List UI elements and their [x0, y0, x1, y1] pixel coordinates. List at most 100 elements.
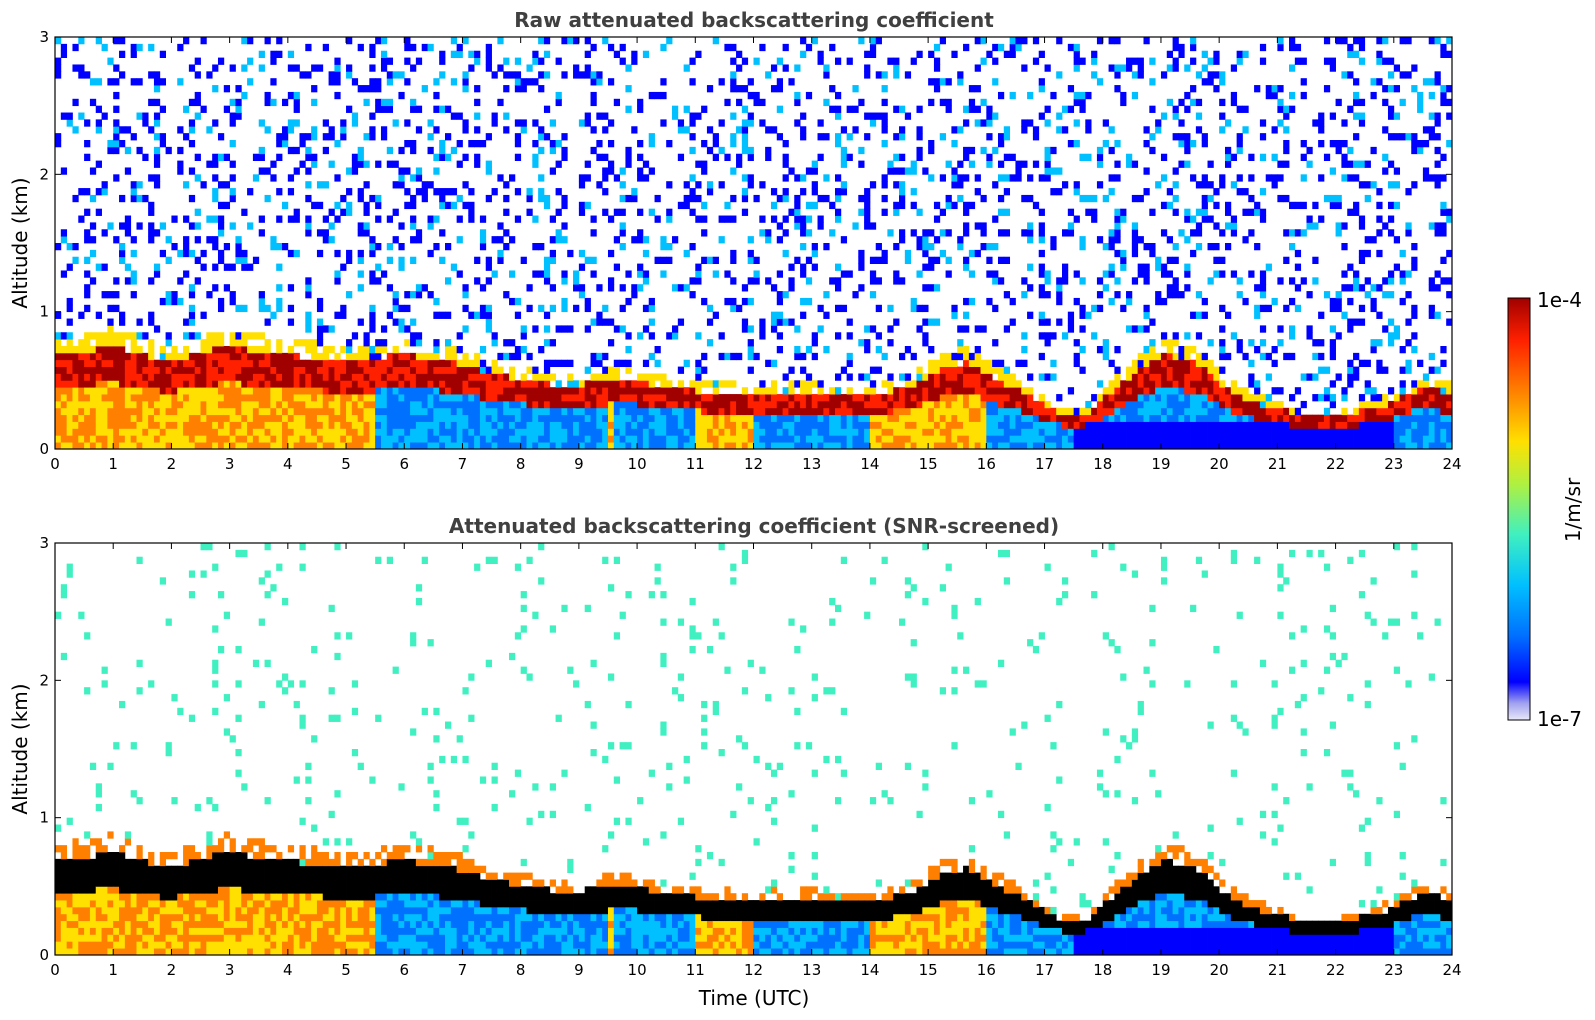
heatmap-cell: [800, 174, 807, 182]
heatmap-cell: [485, 373, 492, 381]
heatmap-cell: [148, 373, 155, 381]
heatmap-cell: [904, 167, 912, 175]
heatmap-cell: [794, 435, 801, 443]
heatmap-cell: [730, 428, 737, 436]
heatmap-cell: [637, 414, 644, 422]
heatmap-cell: [340, 373, 347, 381]
heatmap-cell: [136, 332, 143, 340]
heatmap-cell: [561, 442, 568, 449]
heatmap-cell: [904, 442, 912, 449]
heatmap-cell: [933, 380, 941, 388]
heatmap-cell: [241, 208, 248, 216]
heatmap-cell: [829, 442, 836, 449]
heatmap-cell: [311, 201, 318, 210]
heatmap-cell: [229, 421, 236, 429]
heatmap-cell: [398, 421, 405, 429]
heatmap-cell: [491, 400, 498, 409]
heatmap-cell: [875, 256, 882, 264]
heatmap-cell: [1230, 215, 1238, 223]
heatmap-cell: [1155, 119, 1162, 127]
heatmap-cell: [1201, 442, 1208, 449]
heatmap-cell: [1248, 421, 1255, 429]
heatmap-cell: [963, 311, 970, 319]
heatmap-cell: [1224, 387, 1232, 395]
heatmap-cell: [928, 414, 935, 422]
heatmap-cell: [695, 435, 702, 443]
heatmap-cell: [113, 352, 120, 361]
heatmap-cell: [543, 133, 551, 141]
heatmap-cell: [1318, 442, 1325, 449]
heatmap-cell: [730, 194, 737, 203]
heatmap-cell: [229, 380, 236, 388]
heatmap-cell: [241, 332, 248, 340]
heatmap-cell: [1294, 428, 1302, 436]
heatmap-cell: [1085, 119, 1092, 127]
heatmap-cell: [328, 380, 335, 388]
heatmap-cell: [648, 442, 655, 449]
heatmap-cell: [380, 57, 388, 65]
heatmap-cell: [1323, 387, 1331, 395]
heatmap-cell: [922, 249, 929, 258]
heatmap-cell: [607, 43, 615, 52]
heatmap-cell: [1184, 64, 1191, 72]
heatmap-cell: [148, 126, 155, 134]
heatmap-cell: [369, 85, 376, 93]
heatmap-cell: [858, 256, 865, 264]
heatmap-cell: [66, 373, 73, 381]
heatmap-cell: [229, 339, 236, 347]
heatmap-cell: [241, 366, 248, 374]
heatmap-cell: [712, 407, 719, 416]
heatmap-cell: [1341, 421, 1348, 429]
heatmap-cell: [648, 140, 655, 148]
heatmap-cell: [346, 352, 353, 361]
heatmap-cell: [561, 201, 568, 210]
heatmap-cell: [520, 126, 527, 134]
heatmap-cell: [474, 352, 481, 361]
heatmap-cell: [654, 414, 661, 422]
heatmap-cell: [823, 435, 830, 443]
heatmap-cell: [445, 400, 452, 409]
heatmap-cell: [66, 366, 73, 374]
heatmap-cell: [1062, 270, 1069, 278]
heatmap-cell: [765, 435, 772, 443]
heatmap-cell: [1003, 291, 1011, 299]
heatmap-cell: [148, 400, 155, 409]
heatmap-cell: [78, 435, 85, 443]
heatmap-cell: [1131, 91, 1139, 100]
heatmap-cell: [119, 373, 126, 381]
heatmap-cell: [1259, 208, 1267, 216]
heatmap-cell: [875, 366, 882, 374]
heatmap-cell: [217, 346, 225, 354]
heatmap-cell: [910, 380, 917, 388]
heatmap-cell: [316, 435, 324, 443]
heatmap-cell: [1289, 332, 1296, 340]
heatmap-cell: [1242, 105, 1249, 113]
heatmap-cell: [1160, 71, 1168, 79]
heatmap-cell: [538, 146, 545, 155]
heatmap-cell: [380, 387, 388, 395]
heatmap-cell: [637, 208, 644, 216]
heatmap-cell: [916, 270, 923, 278]
heatmap-cell: [206, 414, 213, 422]
heatmap-cell: [404, 78, 411, 86]
heatmap-cell: [148, 394, 155, 402]
heatmap-cell: [1108, 263, 1115, 271]
heatmap-cell: [1259, 188, 1267, 196]
heatmap-cell: [538, 194, 545, 203]
heatmap-cell: [939, 78, 946, 86]
heatmap-cell: [305, 428, 312, 436]
heatmap-cell: [124, 421, 132, 429]
heatmap-cell: [380, 435, 388, 443]
heatmap-cell: [404, 119, 411, 127]
heatmap-cell: [1166, 188, 1173, 196]
heatmap-cell: [794, 421, 801, 429]
heatmap-cell: [346, 339, 353, 347]
heatmap-cell: [346, 373, 353, 381]
heatmap-cell: [415, 236, 423, 244]
heatmap-cell: [311, 394, 318, 402]
heatmap-cell: [328, 414, 335, 422]
heatmap-cell: [573, 414, 580, 422]
heatmap-cell: [369, 366, 376, 374]
heatmap-cell: [555, 208, 562, 216]
heatmap-cell: [1207, 359, 1214, 367]
